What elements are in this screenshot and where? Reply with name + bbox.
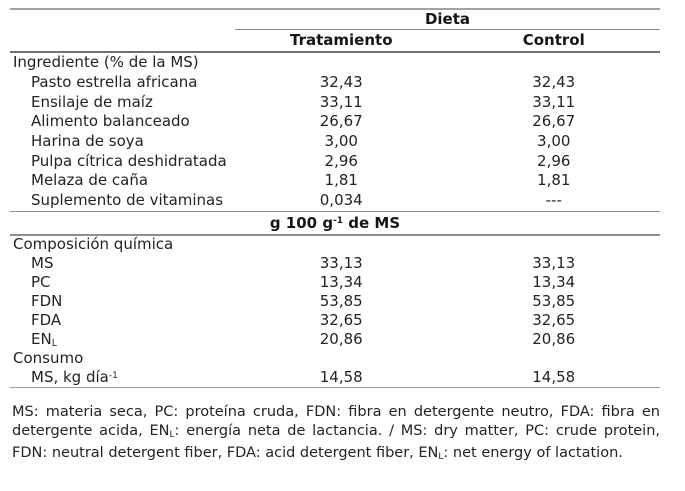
unit-band-label: g 100 g-1 de MS — [269, 213, 401, 232]
control-value: 14,58 — [532, 367, 576, 386]
treatment-value: 14,58 — [319, 367, 363, 386]
section-title-ingredients: Ingrediente (% de la MS) — [13, 53, 199, 72]
control-value: 13,34 — [532, 273, 576, 292]
table-group-header-row: Dieta — [10, 10, 660, 30]
table-row: Ensilaje de maíz 33,11 33,11 — [10, 92, 660, 112]
control-value: 3,00 — [537, 132, 571, 151]
dieta-group-header: Dieta — [235, 10, 660, 30]
treatment-value: 3,00 — [324, 132, 358, 151]
row-label: PC — [31, 273, 51, 292]
table-row: ENL 20,86 20,86 — [10, 330, 660, 349]
table-row: Suplemento de vitaminas 0,034 --- — [10, 191, 660, 211]
control-value: 32,43 — [532, 73, 576, 92]
table-row: Alimento balanceado 26,67 26,67 — [10, 112, 660, 132]
treatment-value: 13,34 — [319, 273, 363, 292]
table-row: Pasto estrella africana 32,43 32,43 — [10, 73, 660, 93]
treatment-value: 2,96 — [324, 151, 358, 170]
row-label: Ensilaje de maíz — [31, 92, 153, 111]
row-label: Pulpa cítrica deshidratada — [31, 151, 227, 170]
treatment-value: 20,86 — [319, 329, 363, 348]
control-value: 33,13 — [532, 254, 576, 273]
column-header-control: Control — [522, 30, 585, 49]
table-row: Melaza de caña 1,81 1,81 — [10, 171, 660, 191]
control-value: 33,11 — [532, 92, 576, 111]
row-label: MS, kg día-1 — [31, 367, 118, 386]
table-footnote: MS: materia seca, PC: proteína cruda, FD… — [12, 403, 661, 462]
treatment-value: 26,67 — [319, 112, 363, 131]
table-column-header-row: Tratamiento Control — [10, 29, 660, 53]
row-label: FDN — [31, 292, 63, 311]
table-row: Pulpa cítrica deshidratada 2,96 2,96 — [10, 151, 660, 171]
treatment-value: 1,81 — [324, 171, 358, 190]
treatment-value: 32,65 — [319, 311, 363, 329]
control-value: 26,67 — [532, 112, 576, 131]
table-row: FDA 32,65 32,65 — [10, 311, 660, 330]
row-label: Melaza de caña — [31, 171, 149, 190]
table-row: FDN 53,85 53,85 — [10, 292, 660, 311]
table-row: MS 33,13 33,13 — [10, 254, 660, 273]
table-row: MS, kg día-1 14,58 14,58 — [10, 368, 660, 387]
row-label: Harina de soya — [31, 132, 144, 151]
treatment-value: 33,13 — [319, 254, 363, 273]
control-value: 2,96 — [537, 151, 571, 170]
treatment-value: 32,43 — [319, 73, 363, 92]
row-label: Pasto estrella africana — [31, 73, 198, 92]
treatment-value: 33,11 — [319, 92, 363, 111]
dieta-group-label: Dieta — [424, 9, 471, 28]
table-row: PC 13,34 13,34 — [10, 273, 660, 292]
treatment-value: 53,85 — [319, 292, 363, 311]
section-title-composition: Composición química — [13, 235, 174, 254]
table-row: Harina de soya 3,00 3,00 — [10, 132, 660, 152]
column-header-treatment: Tratamiento — [290, 30, 393, 49]
row-label: Alimento balanceado — [31, 112, 190, 131]
row-label: ENL — [31, 329, 57, 350]
section-title-row: Ingrediente (% de la MS) — [10, 53, 660, 73]
section-title-consumption: Consumo — [13, 348, 84, 367]
control-value: 1,81 — [537, 171, 571, 190]
row-label: MS — [31, 254, 54, 273]
control-value: --- — [545, 191, 562, 210]
section-title-row: Consumo — [10, 349, 660, 368]
control-value: 53,85 — [532, 292, 576, 311]
paper-table-page: Dieta Tratamiento Control Ingrediente (%… — [0, 8, 685, 465]
row-label: Suplemento de vitaminas — [31, 191, 224, 210]
unit-band-row: g 100 g-1 de MS — [10, 210, 660, 236]
control-value: 20,86 — [532, 329, 576, 348]
treatment-value: 0,034 — [319, 191, 363, 210]
diet-composition-table: Dieta Tratamiento Control Ingrediente (%… — [10, 8, 660, 388]
row-label: FDA — [31, 311, 62, 329]
section-title-row: Composición química — [10, 236, 660, 255]
control-value: 32,65 — [532, 311, 576, 329]
